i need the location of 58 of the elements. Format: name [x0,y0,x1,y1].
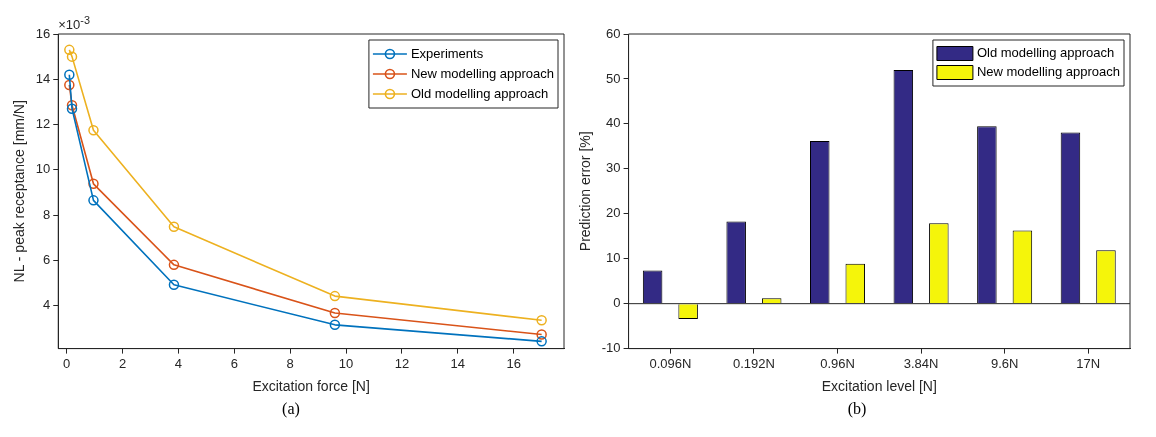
text: (b) [846,400,868,418]
legend-label: New modelling approach [410,65,555,81]
y-tick-label: 60 [606,25,621,41]
point [168,279,180,291]
legend-label: Old modelling approach [976,45,1115,61]
x-tick-label: 16 [506,355,521,371]
y-tick-label: 40 [606,115,621,131]
x-tick-label: 0 [63,355,71,371]
point [88,195,99,206]
y-tick-label: 20 [606,205,621,221]
y-tick-label: -10 [601,340,621,356]
x-tick-label: 0.192N [732,355,775,371]
x-tick-label: 3.84N [903,355,939,371]
point [168,221,180,233]
y-tick-label: 4 [43,297,51,313]
y-tick-label: 50 [606,70,621,86]
point [329,290,341,302]
y-tick-label: 10 [606,250,621,266]
legend-label: Old modelling approach [410,85,549,101]
point [88,178,99,190]
x-tick-label: 17N [1076,355,1101,371]
y-tick-label: 30 [606,160,621,176]
y-axis-title: NL - peak receptance [mm/N] [11,100,28,283]
y-tick-label: 12 [35,116,51,132]
point [168,259,180,271]
y-tick-label: 14 [35,70,51,86]
point [536,315,547,326]
x-tick-label: 14 [450,355,466,371]
x-tick-label: 0.096N [649,355,692,371]
point [66,51,78,62]
text: ×10$^{-3}$ [58,14,90,33]
point [329,307,341,319]
x-axis-title: Excitation level [N] [821,378,937,395]
legend-label: Experiments [410,45,484,61]
y-axis-title: Prediction error [%] [577,131,594,252]
x-tick-label: 9.6N [990,355,1019,371]
x-tick-label: 6 [230,355,238,371]
x-tick-label: 4 [174,355,183,371]
point [536,336,547,347]
point [88,124,99,136]
text: (a) [281,400,301,418]
point [64,79,75,91]
legend-label: New modelling approach [976,64,1121,80]
point [64,44,75,56]
point [329,319,341,331]
x-tick-label: 2 [118,355,127,371]
x-axis-title: Excitation force [N] [252,378,370,395]
y-tick-label: 10 [35,161,51,177]
x-tick-label: 0.96N [820,355,855,371]
y-tick-label: 16 [35,25,51,41]
x-tick-label: 12 [394,355,410,371]
y-tick-label: 8 [43,206,51,222]
y-tick-label: 0 [613,295,621,311]
point [536,329,547,340]
x-tick-label: 8 [286,355,294,371]
x-tick-label: 10 [338,355,354,371]
y-tick-label: 6 [43,251,51,267]
point [64,69,75,80]
